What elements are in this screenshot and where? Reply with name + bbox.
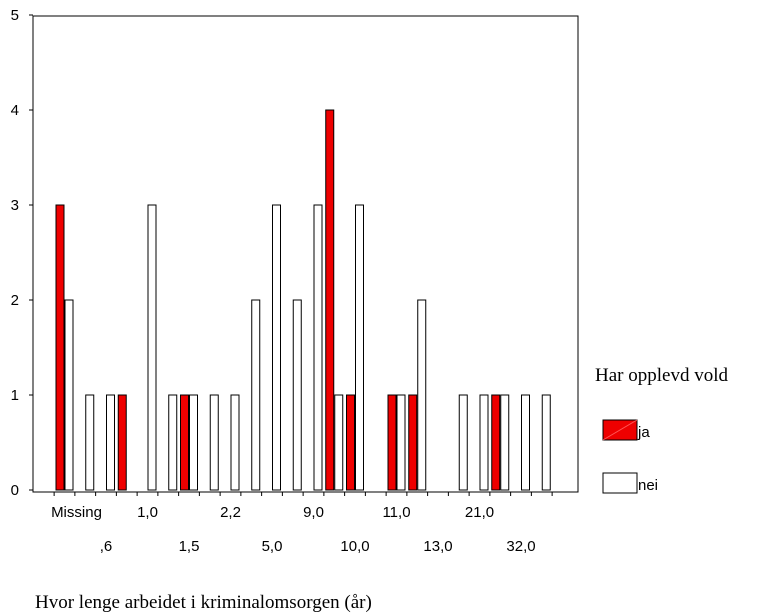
- y-axis: 0 1 2 3 4 5: [11, 7, 33, 499]
- bar-nei: [500, 394, 510, 491]
- legend-title: Har opplevd vold: [595, 365, 728, 386]
- x-tick-label: 32,0: [506, 538, 535, 555]
- legend: Har opplevd vold ja nei: [595, 365, 728, 494]
- y-tick-label: 2: [11, 292, 19, 309]
- bar-ja: [346, 394, 355, 491]
- bar-ja: [408, 394, 418, 491]
- bar-ja: [491, 394, 501, 491]
- bar-nei: [64, 299, 74, 491]
- bar-nei: [106, 394, 115, 491]
- bar-nei: [292, 299, 302, 491]
- bar-nei: [334, 394, 344, 491]
- y-tick-label: 3: [11, 197, 19, 214]
- y-tick-label: 0: [11, 482, 19, 499]
- x-tick-label: 1,5: [179, 538, 200, 555]
- bar-nei: [272, 204, 281, 491]
- bar-nei: [189, 394, 198, 491]
- bar-ja: [117, 394, 127, 491]
- x-tick-label: 9,0: [303, 504, 324, 521]
- x-tick-label: 11,0: [382, 504, 410, 521]
- x-axis: Missing ,6 1,0 1,5 2,2 5,0 9,0 10,0 11,0 13,0 21,0…: [51, 492, 553, 555]
- x-tick-label: Missing: [51, 504, 102, 521]
- bar-nei: [458, 394, 468, 491]
- bar-nei: [85, 394, 95, 491]
- bar-nei: [230, 394, 240, 491]
- legend-swatch-nei: [602, 472, 638, 494]
- bar-nei: [541, 394, 551, 491]
- x-tick-label: 10,0: [340, 538, 369, 555]
- x-tick-label: 21,0: [465, 504, 494, 521]
- plot-frame: [32, 15, 579, 493]
- bar-nei: [313, 204, 323, 491]
- bar-nei: [396, 394, 406, 491]
- y-tick-label: 4: [11, 102, 19, 119]
- bars: [55, 109, 551, 491]
- bar-nei: [479, 394, 489, 491]
- y-tick-label: 5: [11, 7, 19, 24]
- x-tick-label: ,6: [100, 538, 113, 555]
- x-axis-title: Hvor lenge arbeidet i kriminalomsorgen (…: [35, 592, 372, 613]
- x-tick-label: 5,0: [262, 538, 283, 555]
- legend-swatch-hatch: [602, 419, 638, 441]
- y-tick-label: 1: [11, 387, 19, 404]
- x-tick-label: 2,2: [220, 504, 241, 521]
- bar-nei: [521, 394, 530, 491]
- bar-ja: [180, 394, 189, 491]
- bar-nei: [355, 204, 364, 491]
- bar-nei: [209, 394, 219, 491]
- bar-ja: [55, 204, 65, 491]
- bar-ja: [325, 109, 335, 491]
- legend-label-nei: nei: [638, 477, 658, 494]
- bar-nei: [251, 299, 261, 491]
- x-tick-label: 1,0: [137, 504, 158, 521]
- legend-label-ja: ja: [637, 424, 650, 441]
- bar-nei: [147, 204, 157, 491]
- bar-nei: [168, 394, 178, 491]
- bar-ja: [387, 394, 397, 491]
- bar-nei: [417, 299, 427, 491]
- x-tick-label: 13,0: [423, 538, 452, 555]
